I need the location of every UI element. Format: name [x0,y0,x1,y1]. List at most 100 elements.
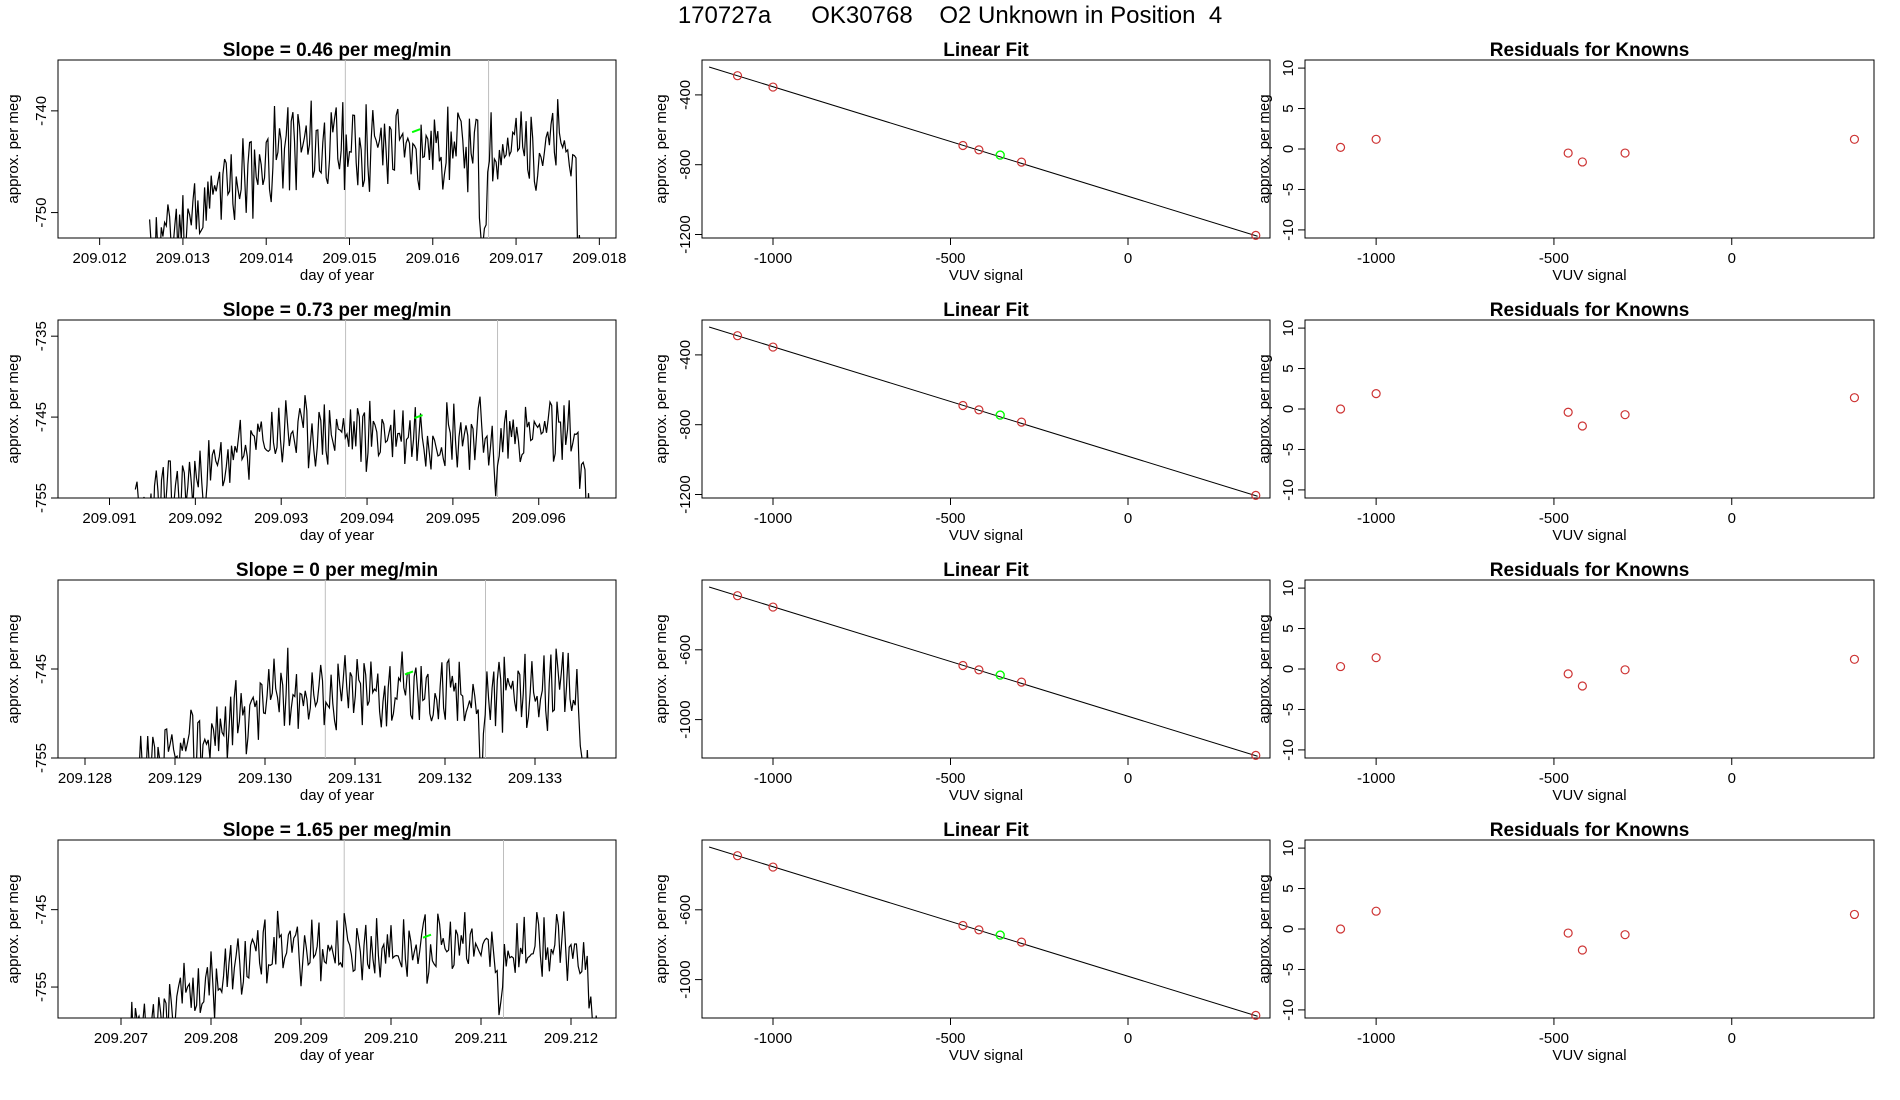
panel-title: Slope = 0.73 per meg/min [223,300,452,321]
known-point [974,405,984,415]
y-tick-label: 5 [1280,624,1297,632]
x-tick-label: 209.014 [239,250,293,267]
x-tick-label: -1000 [1357,770,1395,787]
panel-title: Residuals for Knowns [1490,560,1690,581]
known-point [1335,924,1346,934]
y-tick-label: 10 [1280,60,1297,77]
x-axis-label: VUV signal [1552,267,1626,284]
known-point [974,925,984,935]
x-tick-label: 209.015 [322,250,376,267]
known-point [1620,148,1630,158]
plot-frame [57,59,617,239]
plot-frame [701,839,1271,1019]
y-tick-label: 10 [1280,320,1297,337]
panel-title-unit: per meg/min [320,560,438,581]
known-point [732,851,743,861]
known-point [958,660,968,671]
x-axis-label: VUV signal [949,527,1023,544]
known-point [732,591,743,601]
unknown-highlight [404,670,414,676]
panel-title: Slope = 0 per meg/min [236,560,438,581]
y-tick-label: 0 [1280,665,1297,673]
y-tick-label: -800 [677,150,694,180]
known-point [1577,157,1587,167]
y-tick-label: -1000 [677,700,694,738]
plot-frame [57,839,617,1019]
x-tick-label: 209.209 [274,1030,328,1047]
fit-line [708,846,1258,1017]
known-point [1849,909,1860,920]
known-point [1016,677,1027,687]
y-tick-label: -735 [33,321,50,351]
y-axis-label: approx. per meg [1256,94,1273,203]
known-point [1577,681,1587,691]
panel-title: Linear Fit [943,560,1029,581]
fit-line [708,326,1258,497]
x-tick-label: -1000 [1357,1030,1395,1047]
panel-title: Linear Fit [943,40,1029,61]
x-tick-label: -500 [935,510,965,527]
y-axis-label: approx. per meg [1256,354,1273,463]
x-tick-label: 0 [1728,510,1736,527]
plot-frame [701,579,1271,759]
known-point [958,140,968,151]
x-tick-label: 209.133 [508,770,562,787]
known-point [768,342,778,352]
x-tick-label: 209.018 [572,250,626,267]
x-axis-label: day of year [300,787,374,804]
x-tick-label: 0 [1728,1030,1736,1047]
y-tick-label: -600 [677,635,694,665]
unknown-point [995,150,1005,160]
y-tick-label: -1200 [677,215,694,253]
y-tick-label: 10 [1280,580,1297,597]
y-axis-label: approx. per meg [5,94,22,203]
unknown-highlight [411,128,421,134]
unknown-point [995,670,1005,680]
known-point [1335,142,1346,152]
y-tick-label: -750 [33,198,50,228]
y-axis-label: approx. per meg [653,94,670,203]
x-tick-label: -1000 [1357,250,1395,267]
y-tick-label: -600 [677,895,694,925]
x-axis-label: day of year [300,1047,374,1064]
x-tick-label: -500 [1539,770,1569,787]
y-tick-label: -745 [33,654,50,684]
x-tick-label: 209.207 [94,1030,148,1047]
y-tick-label: 5 [1280,884,1297,892]
y-tick-label: -745 [33,895,50,925]
known-point [1016,417,1027,427]
known-point [974,145,984,155]
figure-title: 170727a OK30768 O2 Unknown in Position 4 [677,2,1223,29]
x-axis-label: VUV signal [949,267,1023,284]
y-tick-label: -755 [33,972,50,1002]
known-point [1849,134,1860,144]
fit-line [708,66,1258,237]
known-point [1371,906,1381,916]
y-tick-label: -1000 [677,960,694,998]
panel-title: Residuals for Knowns [1490,300,1690,321]
x-tick-label: 209.210 [364,1030,418,1047]
known-point [1251,750,1261,760]
y-axis-label: approx. per meg [1256,614,1273,723]
plot-frame [701,59,1271,239]
known-point [768,862,778,872]
x-tick-label: -1000 [754,250,792,267]
time-series-trace [134,395,590,498]
y-tick-label: 5 [1280,104,1297,112]
known-point [1371,134,1381,144]
x-tick-label: -500 [935,1030,965,1047]
known-point [1335,404,1346,414]
y-tick-label: 10 [1280,840,1297,857]
x-tick-label: 0 [1728,250,1736,267]
unknown-point [995,930,1005,940]
x-tick-label: -500 [935,250,965,267]
x-tick-label: -1000 [1357,510,1395,527]
plot-frame [1304,59,1875,239]
panel-title: Residuals for Knowns [1490,40,1690,61]
x-axis-label: day of year [300,267,374,284]
known-point [1563,928,1573,938]
y-tick-label: -5 [1280,703,1297,716]
y-tick-label: -400 [677,80,694,110]
x-tick-label: 0 [1124,250,1132,267]
plot-frame [1304,579,1875,759]
